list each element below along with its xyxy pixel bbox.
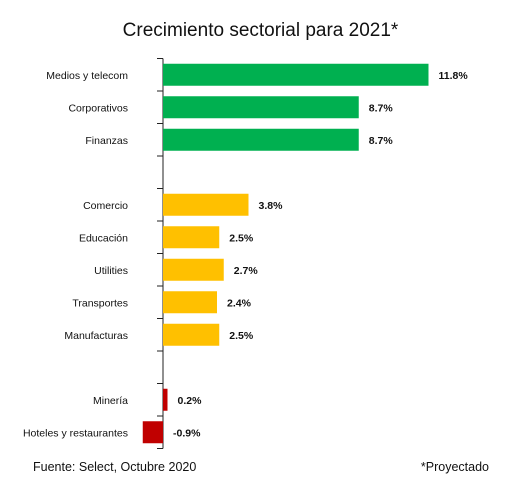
data-label: 3.8% (259, 200, 284, 212)
bar (163, 226, 220, 249)
bar (163, 193, 249, 216)
category-label: Minería (93, 395, 128, 407)
category-label: Medios y telecom (46, 70, 128, 82)
data-label: 8.7% (369, 102, 394, 114)
category-label: Hoteles y restaurantes (23, 427, 128, 439)
bar (163, 291, 217, 314)
data-label: 2.5% (229, 232, 254, 244)
category-label: Transportes (72, 297, 128, 309)
data-label: 0.2% (178, 395, 203, 407)
chart-title: Crecimiento sectorial para 2021* (122, 20, 399, 41)
category-label: Educación (79, 232, 128, 244)
bar (163, 388, 168, 411)
category-label: Comercio (83, 200, 128, 212)
data-label: -0.9% (173, 427, 201, 439)
category-label: Corporativos (68, 102, 128, 114)
data-label: 8.7% (369, 135, 394, 147)
source-note: Fuente: Select, Octubre 2020 (33, 460, 197, 474)
data-label: 2.5% (229, 330, 254, 342)
data-label: 2.7% (234, 265, 259, 277)
projection-note: *Proyectado (420, 460, 489, 474)
data-label: 2.4% (227, 297, 252, 309)
bar (142, 421, 163, 444)
category-label: Utilities (94, 265, 128, 277)
bar (163, 96, 359, 119)
category-label: Manufacturas (64, 330, 128, 342)
category-label: Finanzas (85, 135, 128, 147)
data-label: 11.8% (439, 70, 469, 82)
bar (163, 128, 359, 151)
bar (163, 63, 429, 86)
bar (163, 323, 220, 346)
bar (163, 258, 224, 281)
